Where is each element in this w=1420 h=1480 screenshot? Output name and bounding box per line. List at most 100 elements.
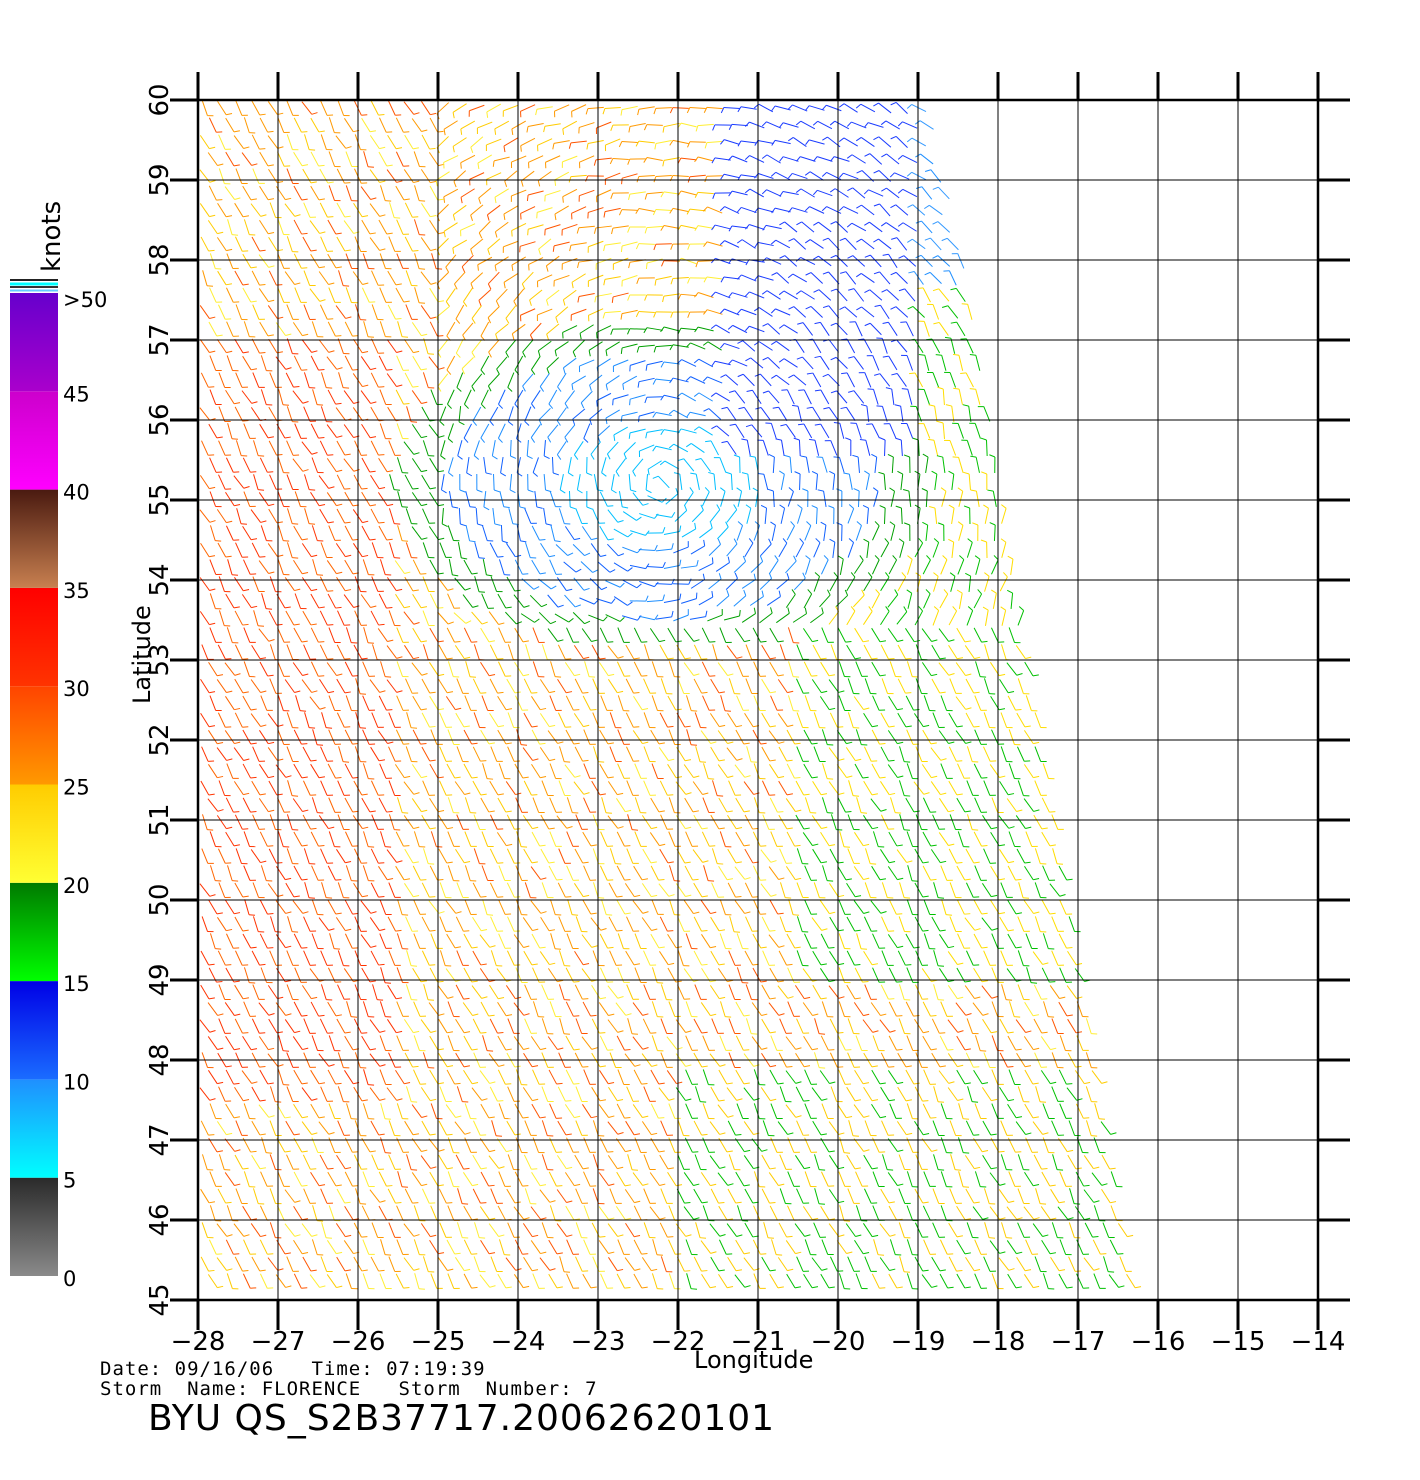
wind-barb bbox=[1007, 1035, 1022, 1051]
wind-barb bbox=[558, 508, 571, 525]
wind-barb bbox=[507, 372, 515, 392]
wind-barb bbox=[948, 504, 955, 524]
wind-barb bbox=[802, 1206, 819, 1221]
wind-barb bbox=[524, 406, 532, 426]
wind-barb bbox=[360, 356, 377, 371]
wind-barb bbox=[972, 1002, 989, 1016]
wind-barb bbox=[337, 1086, 350, 1103]
wind-barb bbox=[897, 121, 918, 129]
wind-barb bbox=[200, 1188, 216, 1204]
wind-barb bbox=[814, 1188, 826, 1205]
wind-barb bbox=[1025, 695, 1038, 712]
wind-barb bbox=[1006, 662, 1023, 676]
wind-barb bbox=[539, 747, 556, 762]
wind-barb bbox=[821, 1103, 834, 1119]
wind-barb bbox=[440, 474, 447, 494]
wind-barb bbox=[386, 1087, 403, 1101]
wind-barb bbox=[744, 814, 759, 830]
wind-barb bbox=[353, 100, 368, 116]
wind-barb bbox=[612, 394, 629, 406]
wind-barb bbox=[378, 525, 393, 541]
wind-barb bbox=[429, 287, 445, 303]
wind-barb bbox=[1083, 1189, 1100, 1203]
wind-barb bbox=[744, 188, 765, 198]
wind-barb bbox=[422, 372, 435, 389]
wind-barb bbox=[989, 454, 996, 474]
wind-barb bbox=[762, 224, 782, 231]
wind-barb bbox=[813, 538, 821, 558]
wind-barb bbox=[506, 678, 521, 694]
wind-barb bbox=[345, 253, 358, 270]
wind-barb bbox=[226, 1205, 239, 1222]
wind-barb bbox=[259, 1205, 274, 1221]
wind-barb bbox=[370, 100, 385, 116]
wind-barb bbox=[379, 287, 392, 303]
wind-barb bbox=[964, 1155, 981, 1170]
colorbar-tick-label: 5 bbox=[63, 1169, 76, 1193]
wind-barb bbox=[719, 933, 732, 950]
wind-barb bbox=[1051, 1120, 1065, 1136]
wind-barb bbox=[718, 1274, 734, 1289]
wind-barb bbox=[891, 372, 907, 387]
wind-barb bbox=[963, 505, 971, 525]
wind-barb bbox=[406, 950, 418, 967]
wind-barb bbox=[881, 882, 894, 899]
wind-barb bbox=[552, 241, 570, 252]
wind-barb bbox=[481, 695, 494, 712]
wind-barb bbox=[601, 797, 612, 814]
wind-barb bbox=[887, 1070, 904, 1085]
wind-barb bbox=[253, 440, 265, 457]
wind-barb bbox=[386, 849, 403, 863]
wind-barb bbox=[310, 831, 325, 847]
wind-barb bbox=[744, 121, 765, 129]
wind-barb bbox=[702, 695, 716, 711]
wind-barb bbox=[779, 644, 792, 661]
wind-barb bbox=[814, 423, 830, 439]
wind-barb bbox=[217, 202, 233, 218]
wind-barb bbox=[744, 1222, 759, 1238]
wind-barb bbox=[226, 355, 239, 372]
wind-barb bbox=[233, 781, 250, 796]
wind-barb bbox=[1110, 1171, 1123, 1188]
wind-barb bbox=[592, 1188, 605, 1205]
wind-barb bbox=[1074, 1206, 1091, 1221]
wind-barb bbox=[514, 355, 524, 375]
wind-barb bbox=[984, 572, 990, 592]
wind-barb bbox=[412, 355, 427, 371]
wind-barb bbox=[845, 747, 862, 762]
wind-barb bbox=[735, 797, 750, 813]
wind-barb bbox=[369, 1087, 386, 1101]
wind-barb bbox=[887, 730, 904, 745]
wind-barb bbox=[531, 525, 546, 541]
wind-barb bbox=[241, 152, 258, 166]
wind-barb bbox=[830, 322, 848, 336]
wind-barb bbox=[572, 408, 586, 425]
wind-barb bbox=[326, 662, 343, 676]
wind-barb bbox=[879, 1257, 896, 1272]
wind-barb bbox=[876, 405, 888, 422]
wind-barb bbox=[439, 950, 452, 967]
wind-barb bbox=[292, 1036, 309, 1051]
wind-barb bbox=[522, 339, 534, 358]
wind-barb bbox=[660, 1188, 673, 1204]
wind-barb bbox=[473, 814, 486, 830]
wind-barb bbox=[779, 122, 799, 128]
wind-barb bbox=[470, 136, 484, 154]
wind-barb bbox=[443, 188, 459, 203]
wind-barb bbox=[761, 916, 776, 932]
colorbar-unit-label: knots bbox=[37, 201, 67, 272]
wind-barb bbox=[446, 1069, 461, 1085]
wind-barb bbox=[804, 171, 824, 181]
wind-barb bbox=[947, 1019, 964, 1033]
wind-barb bbox=[354, 304, 367, 321]
wind-barb bbox=[320, 1086, 334, 1102]
wind-barb bbox=[651, 695, 664, 712]
wind-barb bbox=[422, 576, 435, 592]
wind-barb bbox=[200, 1120, 215, 1136]
wind-barb bbox=[362, 865, 375, 882]
wind-barb bbox=[965, 848, 980, 864]
wind-barb bbox=[753, 797, 766, 814]
wind-barb bbox=[388, 712, 401, 728]
wind-barb bbox=[1034, 848, 1047, 865]
wind-barb bbox=[302, 236, 317, 252]
